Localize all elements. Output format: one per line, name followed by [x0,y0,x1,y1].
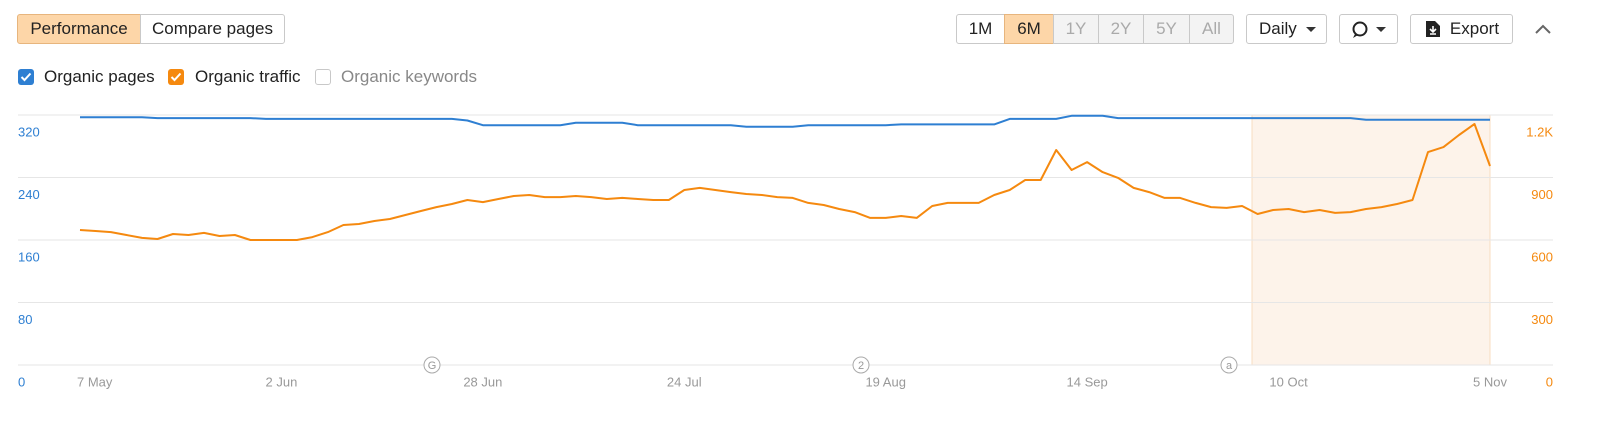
annotation-marker [852,356,870,374]
y-tick-label: 240 [18,187,40,202]
highlight-region [1252,115,1490,365]
tab[interactable]: Performance [17,14,141,44]
range-button[interactable]: 2Y [1098,14,1144,44]
y-tick-label: 160 [18,249,40,264]
y2-tick-label: 900 [1531,187,1553,202]
x-tick-label: 5 Nov [1473,374,1507,389]
x-tick-label: 10 Oct [1269,374,1308,389]
annotation-label: G [428,360,437,372]
range-button[interactable]: 1Y [1053,14,1099,44]
x-tick-label: 28 Jun [463,374,502,389]
export-label: Export [1449,19,1500,38]
y2-tick-label: 300 [1531,312,1553,327]
export-icon [1426,21,1440,37]
x-tick-label: 14 Sep [1067,374,1108,389]
y-tick-label: 320 [18,124,40,139]
comment-dropdown[interactable] [1339,14,1398,44]
x-tick-label: 7 May [77,374,113,389]
annotation-marker [423,356,441,374]
range-button[interactable]: All [1189,14,1234,44]
y2-tick-label: 0 [1546,374,1553,389]
interval-dropdown[interactable]: Daily [1246,14,1327,44]
y2-tick-label: 600 [1531,249,1553,264]
x-tick-label: 19 Aug [865,374,906,389]
annotation-label: a [1226,360,1233,372]
y-tick-label: 80 [18,312,32,327]
interval-label: Daily [1259,19,1297,38]
range-button[interactable]: 6M [1004,14,1054,44]
check [170,72,182,82]
legend-label: Organic traffic [195,67,301,86]
legend-label: Organic keywords [341,67,478,86]
export-button[interactable]: Export [1410,14,1513,44]
annotation-marker [1220,356,1238,374]
comment-icon [1352,21,1386,38]
series-line [80,114,1490,128]
range-button[interactable]: 5Y [1143,14,1190,44]
legend-label: Organic pages [44,67,155,86]
range-button[interactable]: 1M [956,14,1005,44]
annotation-label: 2 [858,360,864,372]
y2-tick-label: 1.2K [1526,124,1553,139]
check [20,72,32,82]
x-tick-label: 24 Jul [667,374,702,389]
checkbox[interactable] [315,69,331,85]
checkbox[interactable] [168,69,184,85]
x-tick-label: 2 Jun [266,374,298,389]
y-tick-label: 0 [18,374,25,389]
series-line [79,123,1491,241]
collapse-button[interactable] [1533,22,1553,36]
caret [1306,27,1316,37]
tab[interactable]: Compare pages [140,14,285,44]
checkbox[interactable] [18,69,34,85]
